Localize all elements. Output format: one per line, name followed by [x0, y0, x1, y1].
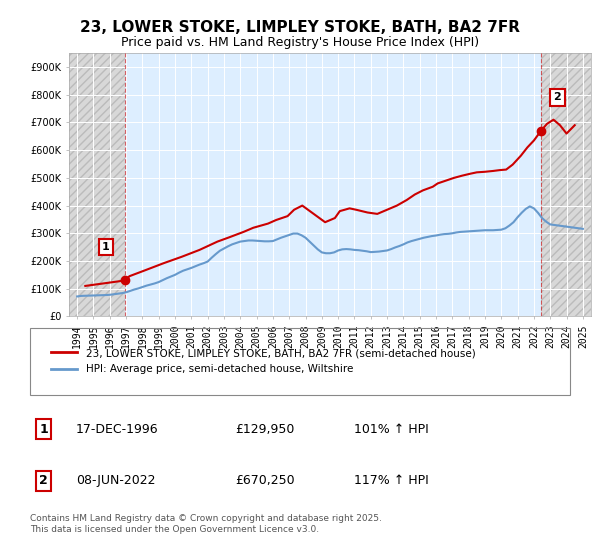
Bar [69, 53, 125, 316]
Text: 08-JUN-2022: 08-JUN-2022 [76, 474, 155, 487]
Text: £670,250: £670,250 [235, 474, 295, 487]
Text: 2: 2 [39, 474, 48, 487]
Text: 17-DEC-1996: 17-DEC-1996 [76, 423, 158, 436]
Text: 101% ↑ HPI: 101% ↑ HPI [354, 423, 429, 436]
Text: 2: 2 [554, 92, 561, 102]
Text: £129,950: £129,950 [235, 423, 295, 436]
Text: 1: 1 [39, 423, 48, 436]
Text: 23, LOWER STOKE, LIMPLEY STOKE, BATH, BA2 7FR: 23, LOWER STOKE, LIMPLEY STOKE, BATH, BA… [80, 20, 520, 35]
Bar [541, 53, 591, 316]
Text: 117% ↑ HPI: 117% ↑ HPI [354, 474, 429, 487]
Legend: 23, LOWER STOKE, LIMPLEY STOKE, BATH, BA2 7FR (semi-detached house), HPI: Averag: 23, LOWER STOKE, LIMPLEY STOKE, BATH, BA… [46, 343, 481, 380]
Text: Price paid vs. HM Land Registry's House Price Index (HPI): Price paid vs. HM Land Registry's House … [121, 36, 479, 49]
Text: 1: 1 [102, 242, 110, 252]
Text: Contains HM Land Registry data © Crown copyright and database right 2025.
This d: Contains HM Land Registry data © Crown c… [30, 514, 382, 534]
